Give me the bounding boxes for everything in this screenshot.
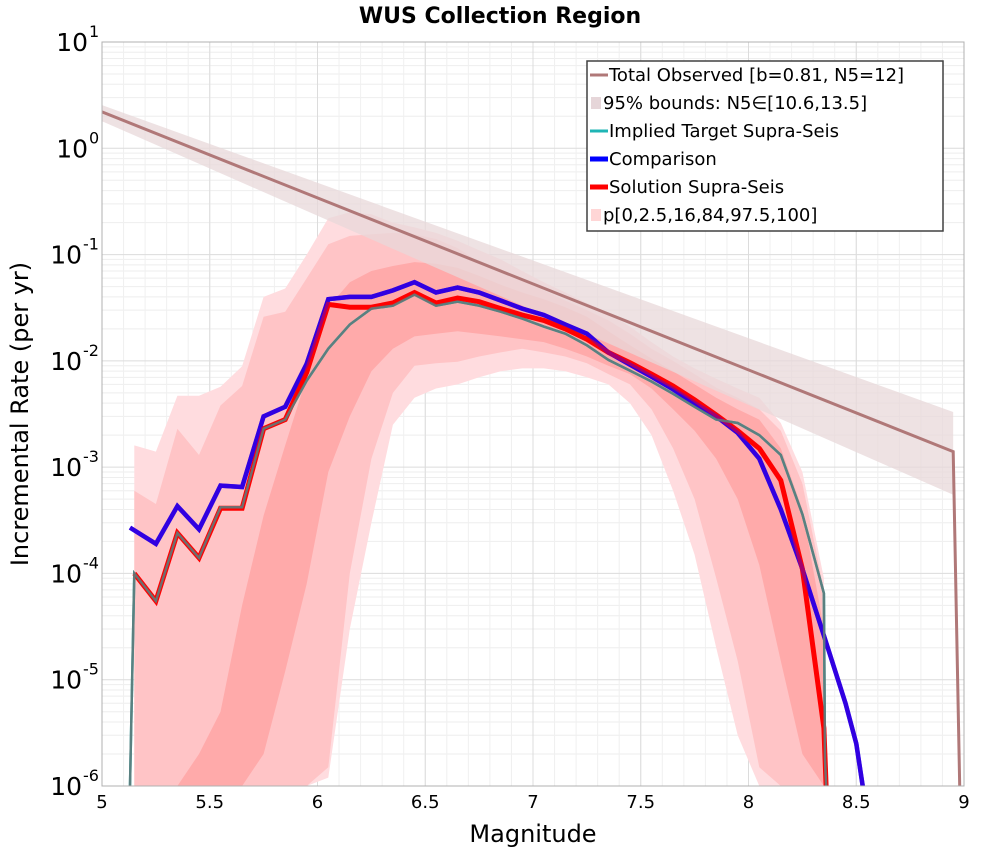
legend-swatch: [591, 209, 601, 221]
legend-swatch: [591, 97, 601, 109]
y-tick-base: 10: [50, 453, 82, 482]
legend-label: p[0,2.5,16,84,97.5,100]: [603, 205, 817, 226]
legend-item: Comparison: [590, 149, 717, 170]
y-tick-exponent: -4: [83, 553, 99, 572]
y-tick-label: 10 -6: [50, 766, 99, 801]
y-tick-exponent: 0: [89, 128, 99, 147]
legend-box: [586, 60, 944, 232]
x-tick-label: 9: [958, 792, 969, 813]
legend-label: Total Observed [b=0.81, N5=12]: [608, 65, 904, 86]
y-tick-label: 10 0: [56, 128, 99, 163]
x-tick-label: 5.5: [195, 792, 224, 813]
line-implied-target-top: [128, 293, 828, 786]
x-tick-label: 8: [743, 792, 754, 813]
legend-label: Solution Supra-Seis: [609, 177, 784, 198]
legend-label: Comparison: [609, 149, 717, 170]
y-tick-base: 10: [50, 347, 82, 376]
y-tick-base: 10: [56, 134, 88, 163]
y-tick-exponent: 1: [89, 22, 99, 41]
y-tick-exponent: -1: [83, 235, 99, 254]
y-axis-label: Incremental Rate (per yr): [6, 262, 34, 566]
x-tick-label: 8.5: [842, 792, 871, 813]
y-tick-base: 10: [50, 559, 82, 588]
x-tick-label: 6: [312, 792, 323, 813]
x-axis-label: Magnitude: [469, 820, 596, 848]
legend-item: Total Observed [b=0.81, N5=12]: [590, 65, 904, 86]
y-tick-base: 10: [50, 241, 82, 270]
y-tick-exponent: -3: [83, 447, 99, 466]
line-comparison-overlap-tint: [128, 279, 865, 786]
observed-95pct-bounds: [102, 105, 954, 495]
legend-label: 95% bounds: N5∈[10.6,13.5]: [603, 93, 867, 114]
band-p16-p84: [134, 262, 827, 786]
y-tick-label: 10 -2: [50, 341, 99, 376]
legend-item: 95% bounds: N5∈[10.6,13.5]: [591, 93, 867, 114]
observed-bounds: [102, 105, 954, 495]
x-tick-label: 5: [96, 792, 107, 813]
x-axis-ticks: 5 5.5 6 6.5 7 7.5 8 8.5 9: [96, 792, 969, 813]
x-tick-label: 6.5: [411, 792, 440, 813]
legend-item: Solution Supra-Seis: [590, 177, 784, 198]
y-tick-label: 10 -1: [50, 235, 99, 270]
plot-area: [102, 105, 962, 786]
y-tick-label: 10 -3: [50, 447, 99, 482]
legend: Total Observed [b=0.81, N5=12] 95% bounds…: [586, 60, 944, 232]
series-lines: [102, 110, 962, 786]
y-tick-label: 10 -5: [50, 660, 99, 695]
plot-frame: [101, 41, 965, 787]
y-tick-label: 10 1: [56, 22, 99, 57]
y-tick-base: 10: [56, 28, 88, 57]
y-tick-base: 10: [50, 666, 82, 695]
y-tick-label: 10 -4: [50, 553, 99, 588]
legend-item: Implied Target Supra-Seis: [590, 121, 839, 142]
chart-title: WUS Collection Region: [359, 4, 641, 29]
x-tick-label: 7: [527, 792, 538, 813]
y-tick-exponent: -5: [83, 660, 99, 679]
y-tick-base: 10: [50, 772, 82, 801]
line-total-observed: [102, 110, 962, 786]
x-tick-label: 7.5: [626, 792, 655, 813]
y-tick-exponent: -2: [83, 341, 99, 360]
y-tick-exponent: -6: [83, 766, 99, 785]
legend-label: Implied Target Supra-Seis: [609, 121, 839, 142]
legend-item: p[0,2.5,16,84,97.5,100]: [591, 205, 817, 226]
